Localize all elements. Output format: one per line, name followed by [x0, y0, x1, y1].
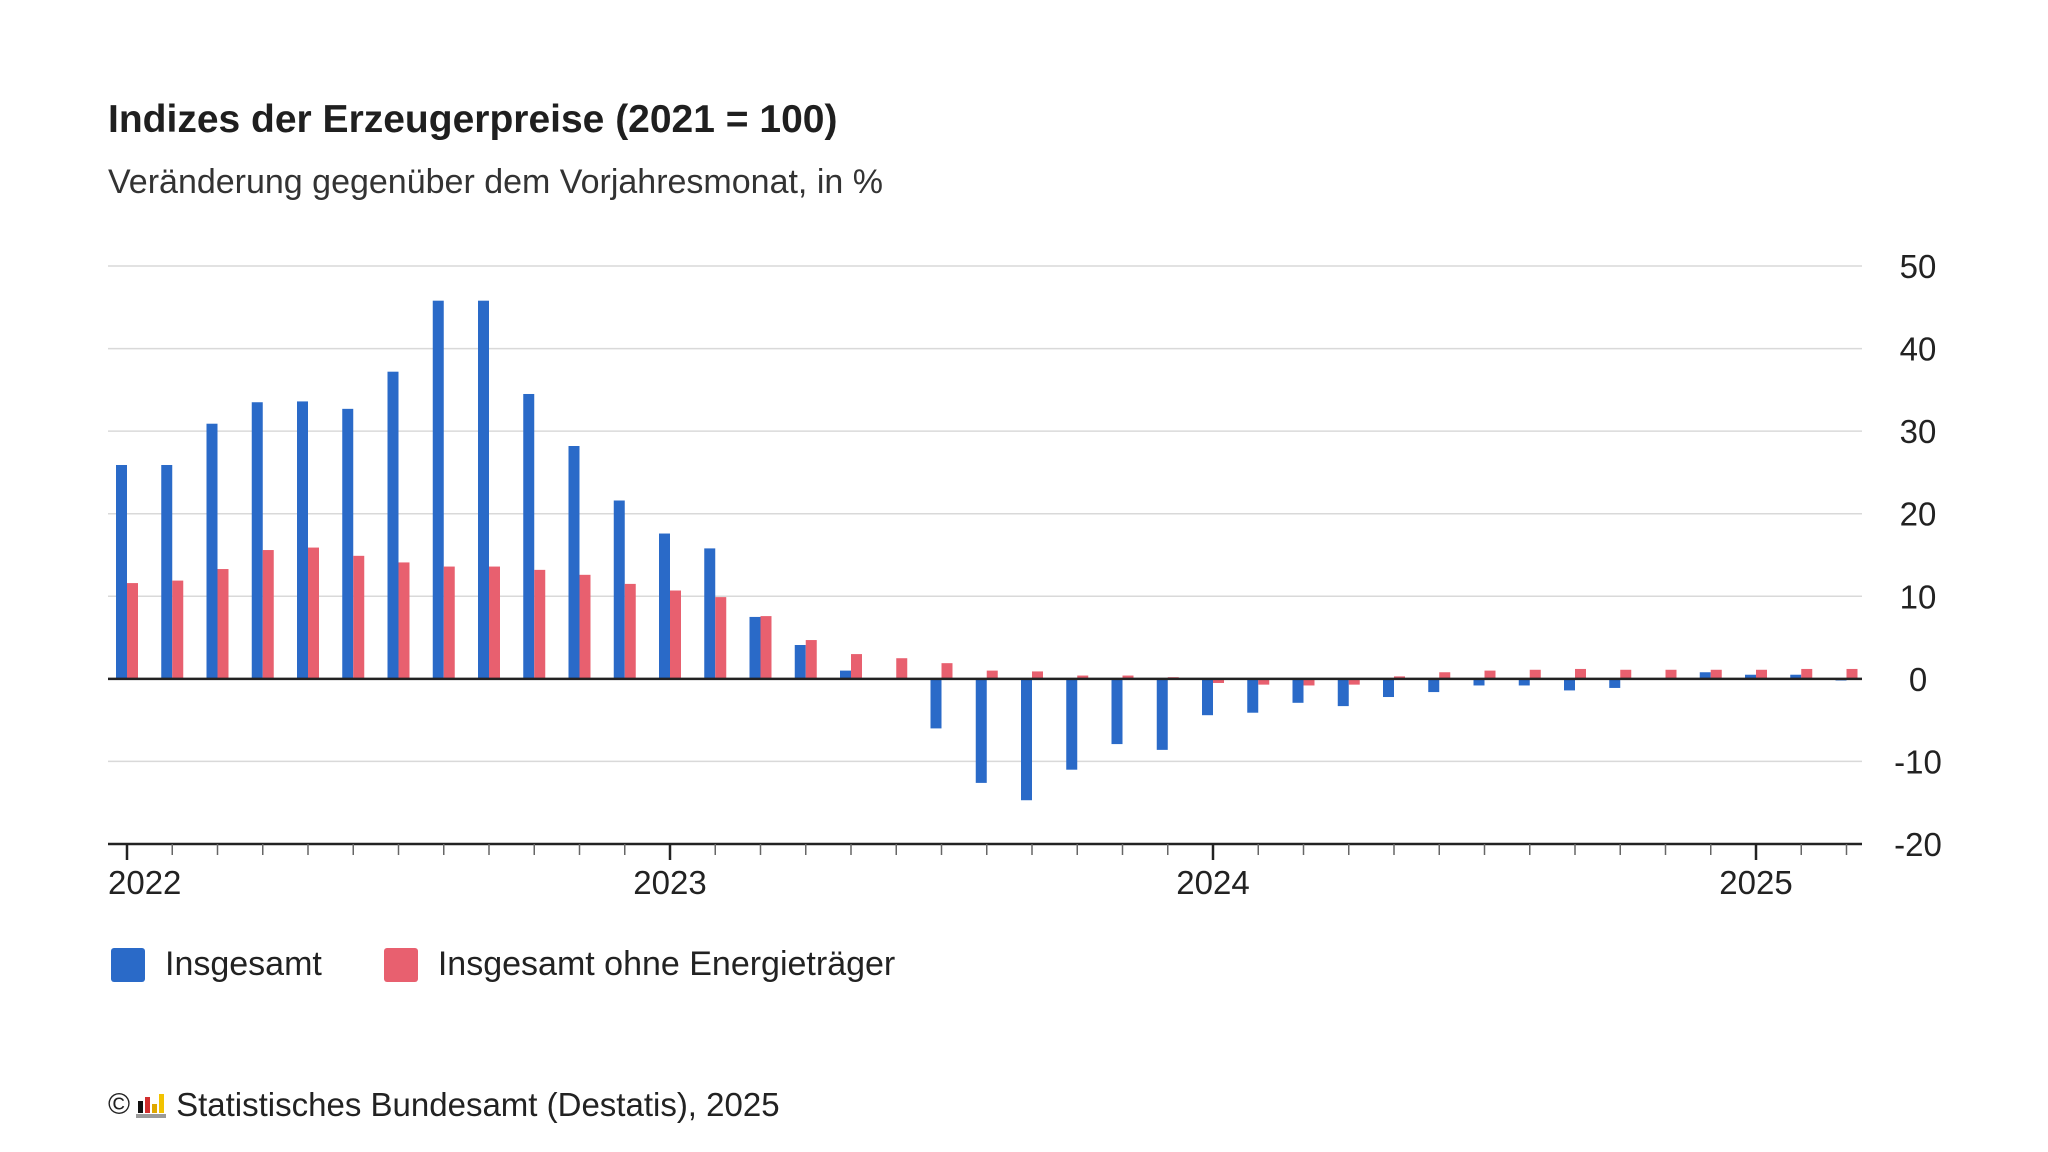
bar-insgesamt [1337, 678, 1349, 707]
y-tick-label: 0 [1909, 661, 1927, 698]
source-footer: © Statistisches Bundesamt (Destatis), 20… [108, 1086, 780, 1124]
bar-ohne-energie [1756, 669, 1767, 679]
bar-insgesamt [613, 500, 625, 679]
legend-label-ohne-energie: Insgesamt ohne Energieträger [437, 945, 896, 983]
bar-insgesamt [1699, 672, 1711, 679]
bar-insgesamt [1609, 678, 1621, 688]
bar-ohne-energie [1846, 668, 1858, 679]
bar-ohne-energie [353, 555, 365, 679]
bar-ohne-energie [851, 654, 862, 679]
legend-item-ohne-energie[interactable]: Insgesamt ohne Energieträger [383, 945, 896, 984]
bar-insgesamt [1518, 678, 1530, 686]
destatis-logo-icon [136, 1094, 167, 1118]
bar-ohne-energie [1439, 672, 1451, 679]
bar-insgesamt [478, 300, 489, 679]
bar-insgesamt [387, 371, 399, 679]
y-tick-label: 50 [1900, 248, 1937, 285]
bar-ohne-energie [1529, 669, 1541, 679]
bar-ohne-energie [1032, 671, 1043, 679]
bar-ohne-energie [127, 583, 138, 679]
copyright-symbol: © [108, 1088, 131, 1121]
y-tick-label: 10 [1900, 578, 1937, 615]
bar-ohne-energie [398, 562, 410, 679]
bar-ohne-energie [1665, 669, 1677, 679]
bar-ohne-energie [1077, 675, 1089, 679]
x-year-label: 2025 [1719, 864, 1792, 901]
bar-insgesamt [116, 464, 127, 679]
bar-ohne-energie [1484, 670, 1496, 679]
bar-ohne-energie [670, 590, 681, 679]
bar-insgesamt [432, 300, 444, 679]
bar-insgesamt [251, 402, 263, 679]
x-year-label: 2022 [108, 864, 181, 901]
bar-insgesamt [1383, 678, 1394, 698]
bar-insgesamt [1790, 674, 1802, 679]
bar-insgesamt [161, 464, 173, 679]
bar-ohne-energie [941, 663, 953, 679]
bar-insgesamt [1066, 678, 1078, 770]
bar-ohne-energie [217, 569, 229, 679]
legend-swatch-ohne-energie [383, 947, 418, 982]
bar-ohne-energie [1620, 669, 1632, 679]
bar-ohne-energie [443, 566, 455, 679]
bar-ohne-energie [1122, 675, 1134, 679]
bar-ohne-energie [1575, 668, 1586, 679]
bar-insgesamt [206, 423, 218, 679]
legend-item-insgesamt[interactable]: Insgesamt [111, 945, 322, 984]
chart-subtitle: Veränderung gegenüber dem Vorjahresmonat… [108, 163, 883, 201]
y-tick-label: 30 [1900, 413, 1937, 450]
legend: Insgesamt Insgesamt ohne Energieträger [111, 945, 957, 984]
bar-insgesamt [1247, 678, 1259, 713]
bar-ohne-energie [1258, 678, 1270, 685]
bar-ohne-energie [579, 574, 591, 679]
bar-ohne-energie [986, 670, 998, 679]
bar-insgesamt [1202, 678, 1213, 716]
bar-ohne-energie [262, 550, 274, 679]
bar-insgesamt [523, 393, 535, 679]
bar-insgesamt [342, 408, 354, 679]
chart-title: Indizes der Erzeugerpreise (2021 = 100) [108, 98, 838, 141]
bar-insgesamt [1292, 678, 1304, 703]
bar-insgesamt [568, 446, 580, 679]
y-tick-label: 20 [1900, 496, 1937, 533]
bar-ohne-energie [1348, 678, 1360, 685]
bar-insgesamt [1564, 678, 1575, 691]
y-tick-label: -10 [1894, 743, 1942, 780]
bar-ohne-energie [760, 616, 772, 679]
bar-ohne-energie [624, 583, 636, 679]
y-tick-label: 40 [1900, 331, 1937, 368]
bar-ohne-energie [1213, 678, 1224, 683]
bar-insgesamt [1745, 674, 1756, 679]
bar-ohne-energie [308, 547, 319, 679]
bar-ohne-energie [534, 569, 546, 679]
bar-ohne-energie [489, 566, 500, 679]
bar-insgesamt [975, 678, 987, 783]
bar-insgesamt [297, 401, 308, 679]
bar-ohne-energie [896, 658, 908, 679]
bar-insgesamt [1428, 678, 1440, 693]
bar-insgesamt [1021, 678, 1032, 801]
bar-insgesamt [749, 616, 761, 679]
bar-insgesamt [1111, 678, 1123, 745]
bar-ohne-energie [1303, 678, 1315, 686]
bar-ohne-energie [715, 597, 727, 679]
x-year-label: 2023 [633, 864, 706, 901]
bar-insgesamt [930, 678, 942, 729]
bar-ohne-energie [1710, 669, 1722, 679]
bar-insgesamt [1473, 678, 1485, 686]
bar-ohne-energie [1801, 668, 1813, 679]
bar-ohne-energie [805, 640, 817, 679]
bar-ohne-energie [172, 580, 184, 679]
y-tick-label: -20 [1894, 826, 1942, 863]
x-year-label: 2024 [1176, 864, 1249, 901]
bar-insgesamt [704, 548, 716, 679]
legend-swatch-insgesamt [111, 947, 145, 982]
bar-insgesamt [1156, 678, 1168, 750]
bar-insgesamt [840, 670, 851, 679]
source-text: Statistisches Bundesamt (Destatis), 2025 [176, 1086, 780, 1123]
bar-insgesamt [794, 645, 806, 679]
bar-insgesamt [659, 533, 670, 679]
legend-label-insgesamt: Insgesamt [165, 945, 322, 983]
